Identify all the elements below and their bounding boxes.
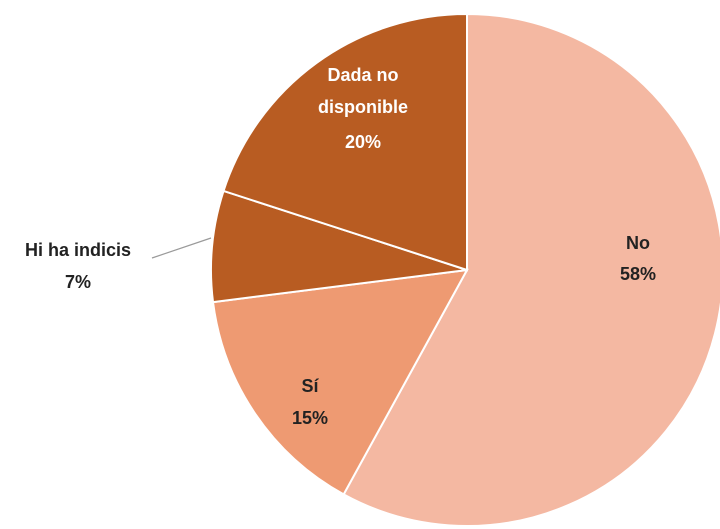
slice-dada-no-disponible <box>222 12 468 272</box>
label-hi-ha-indicis-category: Hi ha indicis <box>25 240 131 260</box>
label-no-value: 58% <box>620 264 656 284</box>
label-si-category: Sí <box>301 376 319 396</box>
slice-no <box>342 12 720 527</box>
data-labels: No 58% Sí 15% Hi ha indicis 7% Dada no d… <box>25 65 656 428</box>
label-no-category: No <box>626 233 650 253</box>
slice-si <box>211 268 469 496</box>
leader-line-hi-ha-indicis <box>151 237 212 259</box>
pie-slices <box>210 12 720 527</box>
slice-hi-ha-indicis <box>210 189 468 304</box>
label-hi-ha-indicis-value: 7% <box>65 272 91 292</box>
label-dada-no-disponible-value: 20% <box>345 132 381 152</box>
label-si-value: 15% <box>292 408 328 428</box>
label-dada-no-disponible-line2: disponible <box>318 97 408 117</box>
label-dada-no-disponible-line1: Dada no <box>327 65 398 85</box>
